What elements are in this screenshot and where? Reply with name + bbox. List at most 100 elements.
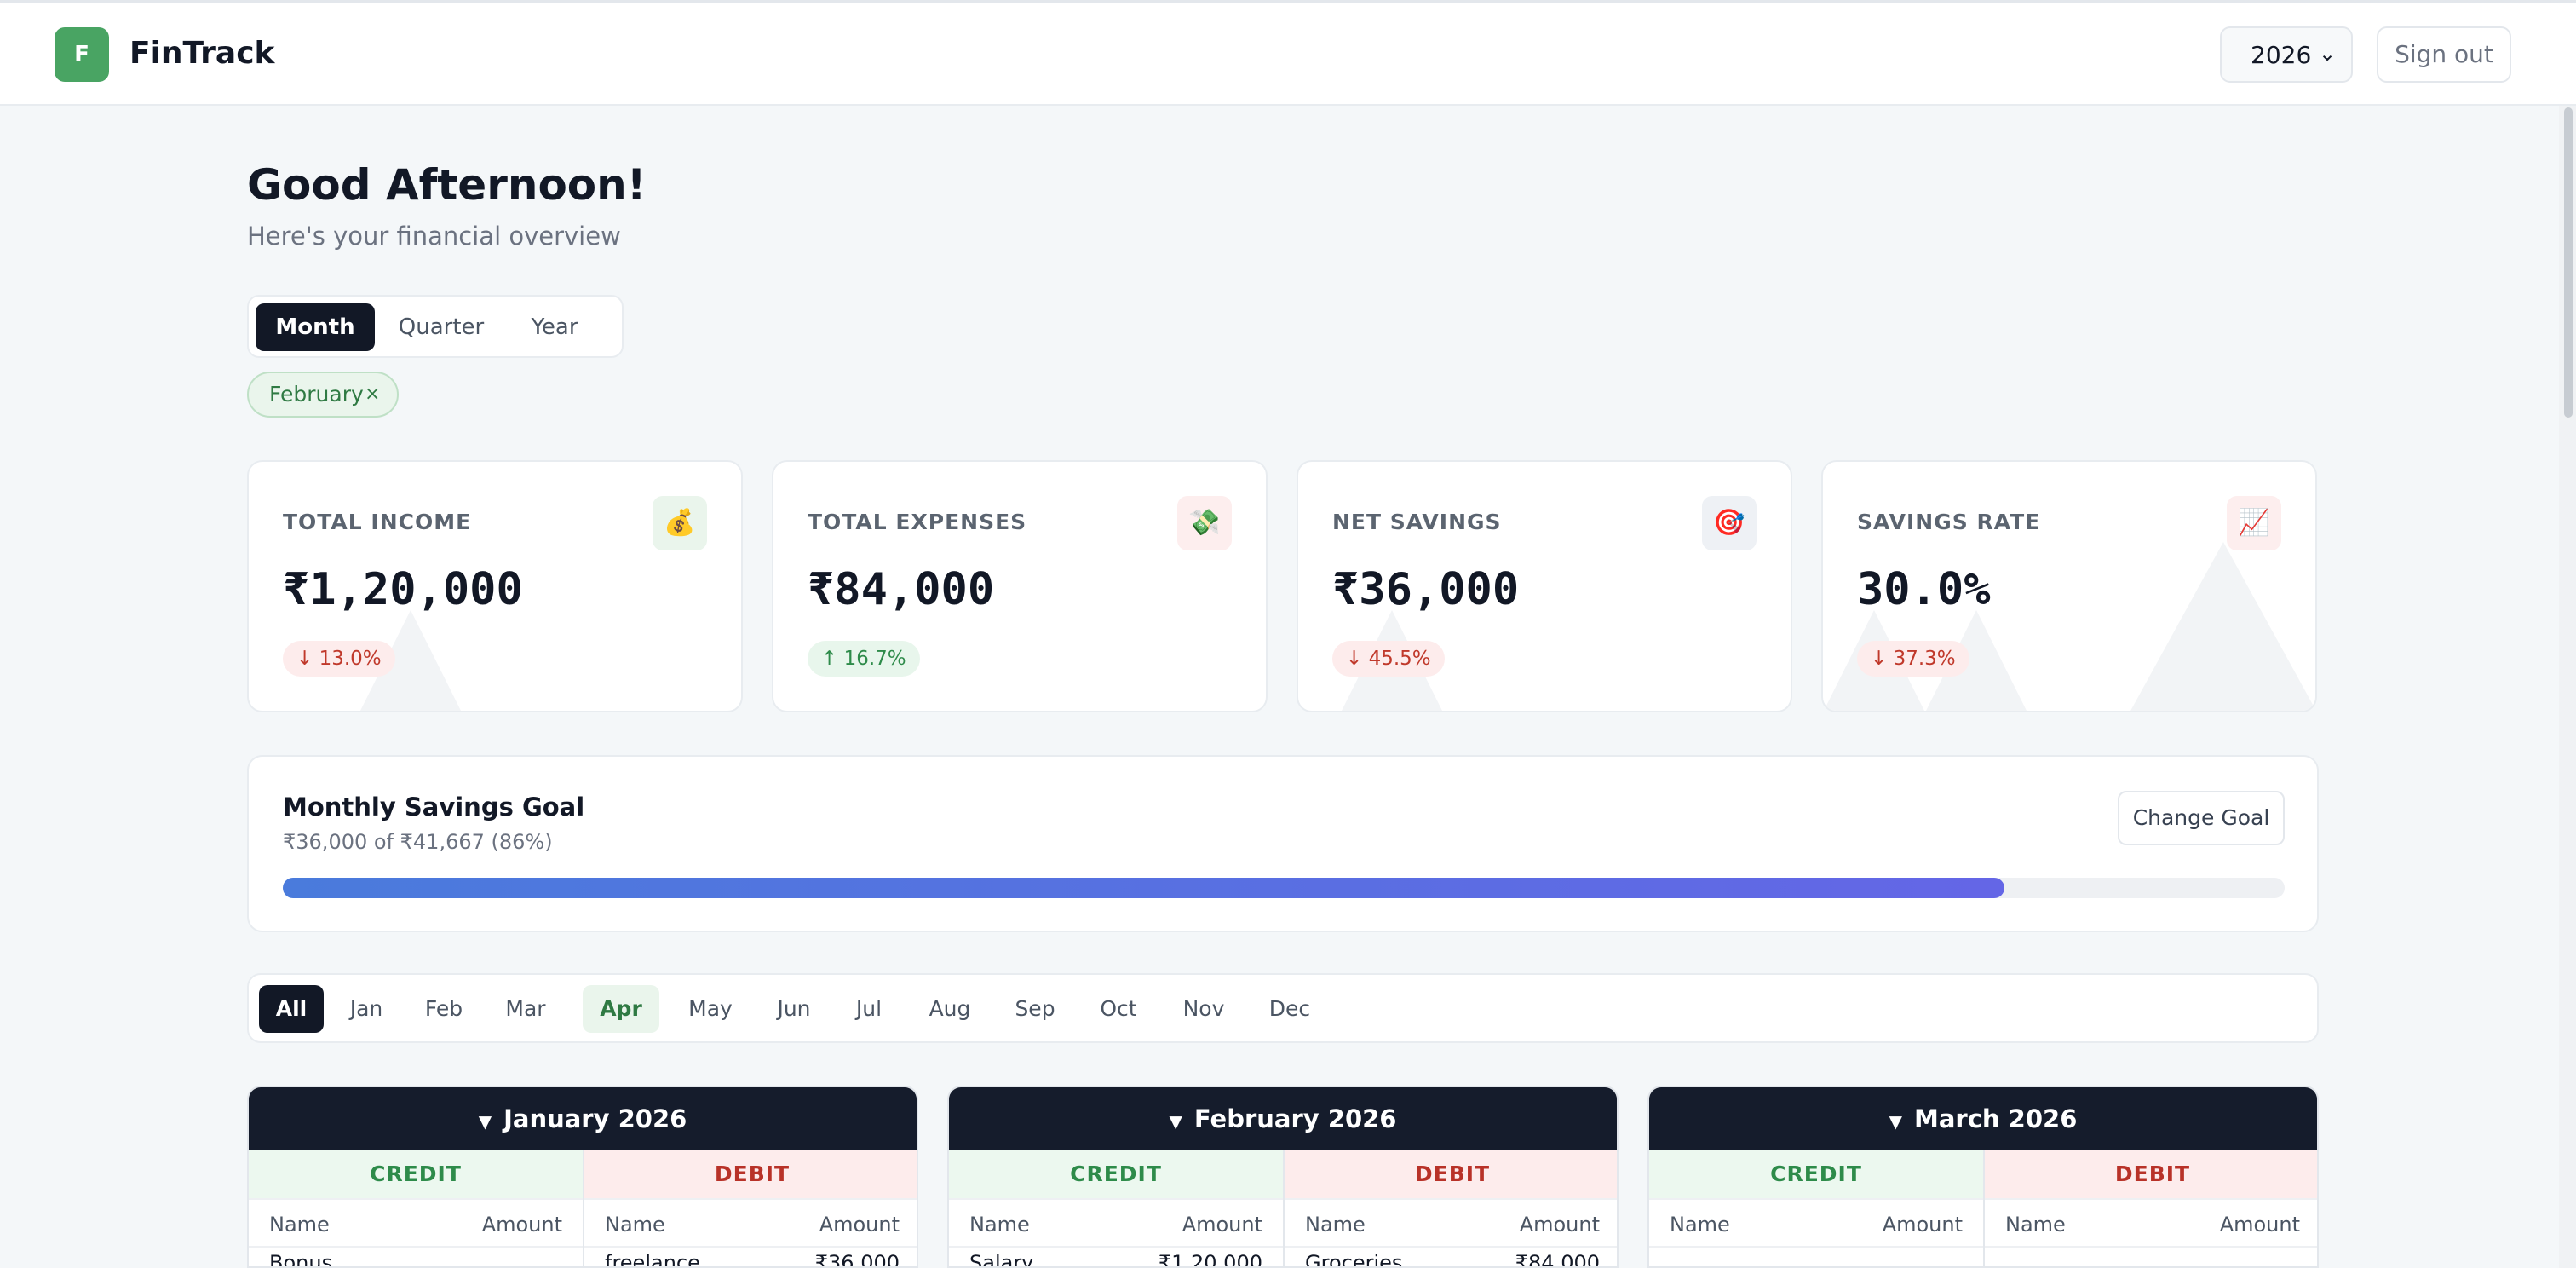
collapse-triangle-icon: ▼ [1889,1111,1902,1132]
amount-column-header: Amount [819,1213,900,1236]
month-tab-jul[interactable]: Jul [855,996,883,1021]
stat-card-title: TOTAL EXPENSES [808,510,1027,534]
savings-progress-track [283,878,2285,898]
ledger-header[interactable]: ▼ March 2026 [1649,1087,2317,1150]
stat-card-title: NET SAVINGS [1332,510,1502,534]
stat-card-savings-rate: SAVINGS RATE 📈 30.0% ↓ 37.3% [1821,460,2317,712]
year-select-value: 2026 [2251,41,2312,69]
month-tab-sep[interactable]: Sep [1015,996,1055,1021]
ledger-header[interactable]: ▼ February 2026 [949,1087,1617,1150]
credit-row: Salary ₹1,20,000 [949,1251,1283,1268]
name-column-header: Name [969,1213,1030,1236]
debit-header: DEBIT [1985,1150,2317,1198]
change-badge: ↓ 13.0% [283,641,395,677]
amount-column-header: Amount [2219,1213,2300,1236]
filter-chip-february: February × [247,372,399,418]
row-name: freelance [605,1251,700,1268]
stat-card-title: TOTAL INCOME [283,510,472,534]
arrow-down-icon: ↓ [1871,648,1888,670]
name-column-header: Name [1305,1213,1366,1236]
amount-column-header: Amount [1182,1213,1262,1236]
debit-row: freelance ₹36,000 [584,1251,917,1268]
credit-column-headers: Name Amount [249,1198,583,1248]
arrow-down-icon: ↓ [296,648,313,670]
credit-header: CREDIT [249,1150,583,1198]
ledger-march: ▼ March 2026 CREDIT DEBIT Name Amount Nam… [1647,1086,2319,1268]
year-select[interactable]: 2026 ⌄ [2220,26,2353,83]
row-amount: ₹36,000 [814,1251,900,1268]
amount-column-header: Amount [1882,1213,1963,1236]
debit-column-headers: Name Amount [1985,1198,2317,1248]
change-value: 37.3% [1893,648,1956,670]
change-value: 45.5% [1368,648,1431,670]
money-bag-icon: 💰 [653,496,707,550]
row-name: Groceries [1305,1251,1403,1268]
app-header: F FinTrack 2026 ⌄ Sign out [0,3,2576,106]
ledger-header[interactable]: ▼ January 2026 [249,1087,917,1150]
chevron-down-icon: ⌄ [2319,42,2337,66]
collapse-triangle-icon: ▼ [1169,1111,1182,1132]
sign-out-button[interactable]: Sign out [2377,26,2511,83]
ledger-january: ▼ January 2026 CREDIT DEBIT Name Amount N… [247,1086,918,1268]
month-tab-all[interactable]: All [259,985,324,1033]
month-tab-may[interactable]: May [688,996,733,1021]
card-decoration [2130,542,2315,711]
stat-card-value: 30.0% [1857,564,1991,615]
filter-chip-label: February [269,382,364,406]
stat-card-total-expenses: TOTAL EXPENSES 💸 ₹84,000 ↑ 16.7% [772,460,1268,712]
savings-goal-title: Monthly Savings Goal [283,792,585,821]
chart-up-icon: 📈 [2227,496,2281,550]
month-tab-dec[interactable]: Dec [1268,996,1311,1021]
month-tab-nov[interactable]: Nov [1182,996,1225,1021]
stat-card-title: SAVINGS RATE [1857,510,2041,534]
month-tab-jun[interactable]: Jun [777,996,811,1021]
page-subtitle: Here's your financial overview [247,222,621,251]
scrollbar-thumb[interactable] [2564,107,2573,418]
stat-card-net-savings: NET SAVINGS 🎯 ₹36,000 ↓ 45.5% [1297,460,1792,712]
row-name: Salary [969,1251,1034,1268]
month-tab-oct[interactable]: Oct [1100,996,1137,1021]
credit-column-headers: Name Amount [949,1198,1283,1248]
savings-goal-card: Monthly Savings Goal ₹36,000 of ₹41,667 … [247,755,2319,932]
row-name: Bonus [269,1251,333,1268]
arrow-down-icon: ↓ [1346,648,1363,670]
debit-column-headers: Name Amount [584,1198,917,1248]
month-tab-mar[interactable]: Mar [505,996,546,1021]
amount-column-header: Amount [481,1213,562,1236]
window-top-border [0,0,2576,3]
target-icon: 🎯 [1702,496,1757,550]
savings-progress-fill [283,878,2004,898]
credit-column-headers: Name Amount [1649,1198,1983,1248]
tab-month[interactable]: Month [256,303,375,351]
name-column-header: Name [1670,1213,1730,1236]
tab-quarter[interactable]: Quarter [398,314,485,340]
debit-header: DEBIT [584,1150,917,1198]
collapse-triangle-icon: ▼ [478,1111,492,1132]
debit-header: DEBIT [1285,1150,1617,1198]
month-tab-apr[interactable]: Apr [583,985,659,1033]
change-badge: ↑ 16.7% [808,641,920,677]
period-tabs: Month Quarter Year [247,295,624,358]
row-amount: ₹84,000 [1515,1251,1600,1268]
stat-card-value: ₹84,000 [808,564,995,615]
column-divider [1983,1150,1985,1266]
app-logo: F [55,27,109,82]
month-tab-aug[interactable]: Aug [929,996,971,1021]
column-divider [583,1150,584,1266]
stat-card-value: ₹1,20,000 [283,564,523,615]
month-filter-tabs: All Jan Feb Mar Apr May Jun Jul Aug Sep … [247,973,2319,1043]
change-value: 13.0% [319,648,382,670]
close-icon[interactable]: × [365,383,381,405]
change-badge: ↓ 37.3% [1857,641,1969,677]
month-tab-jan[interactable]: Jan [349,996,383,1021]
change-value: 16.7% [843,648,906,670]
amount-column-header: Amount [1519,1213,1600,1236]
name-column-header: Name [2005,1213,2066,1236]
ledger-month-title: January 2026 [503,1104,687,1133]
month-tab-feb[interactable]: Feb [424,996,463,1021]
tab-year[interactable]: Year [531,314,578,340]
stat-card-total-income: TOTAL INCOME 💰 ₹1,20,000 ↓ 13.0% [247,460,743,712]
app-name: FinTrack [129,36,275,71]
change-goal-button[interactable]: Change Goal [2118,791,2285,845]
ledger-february: ▼ February 2026 CREDIT DEBIT Name Amount … [947,1086,1619,1268]
